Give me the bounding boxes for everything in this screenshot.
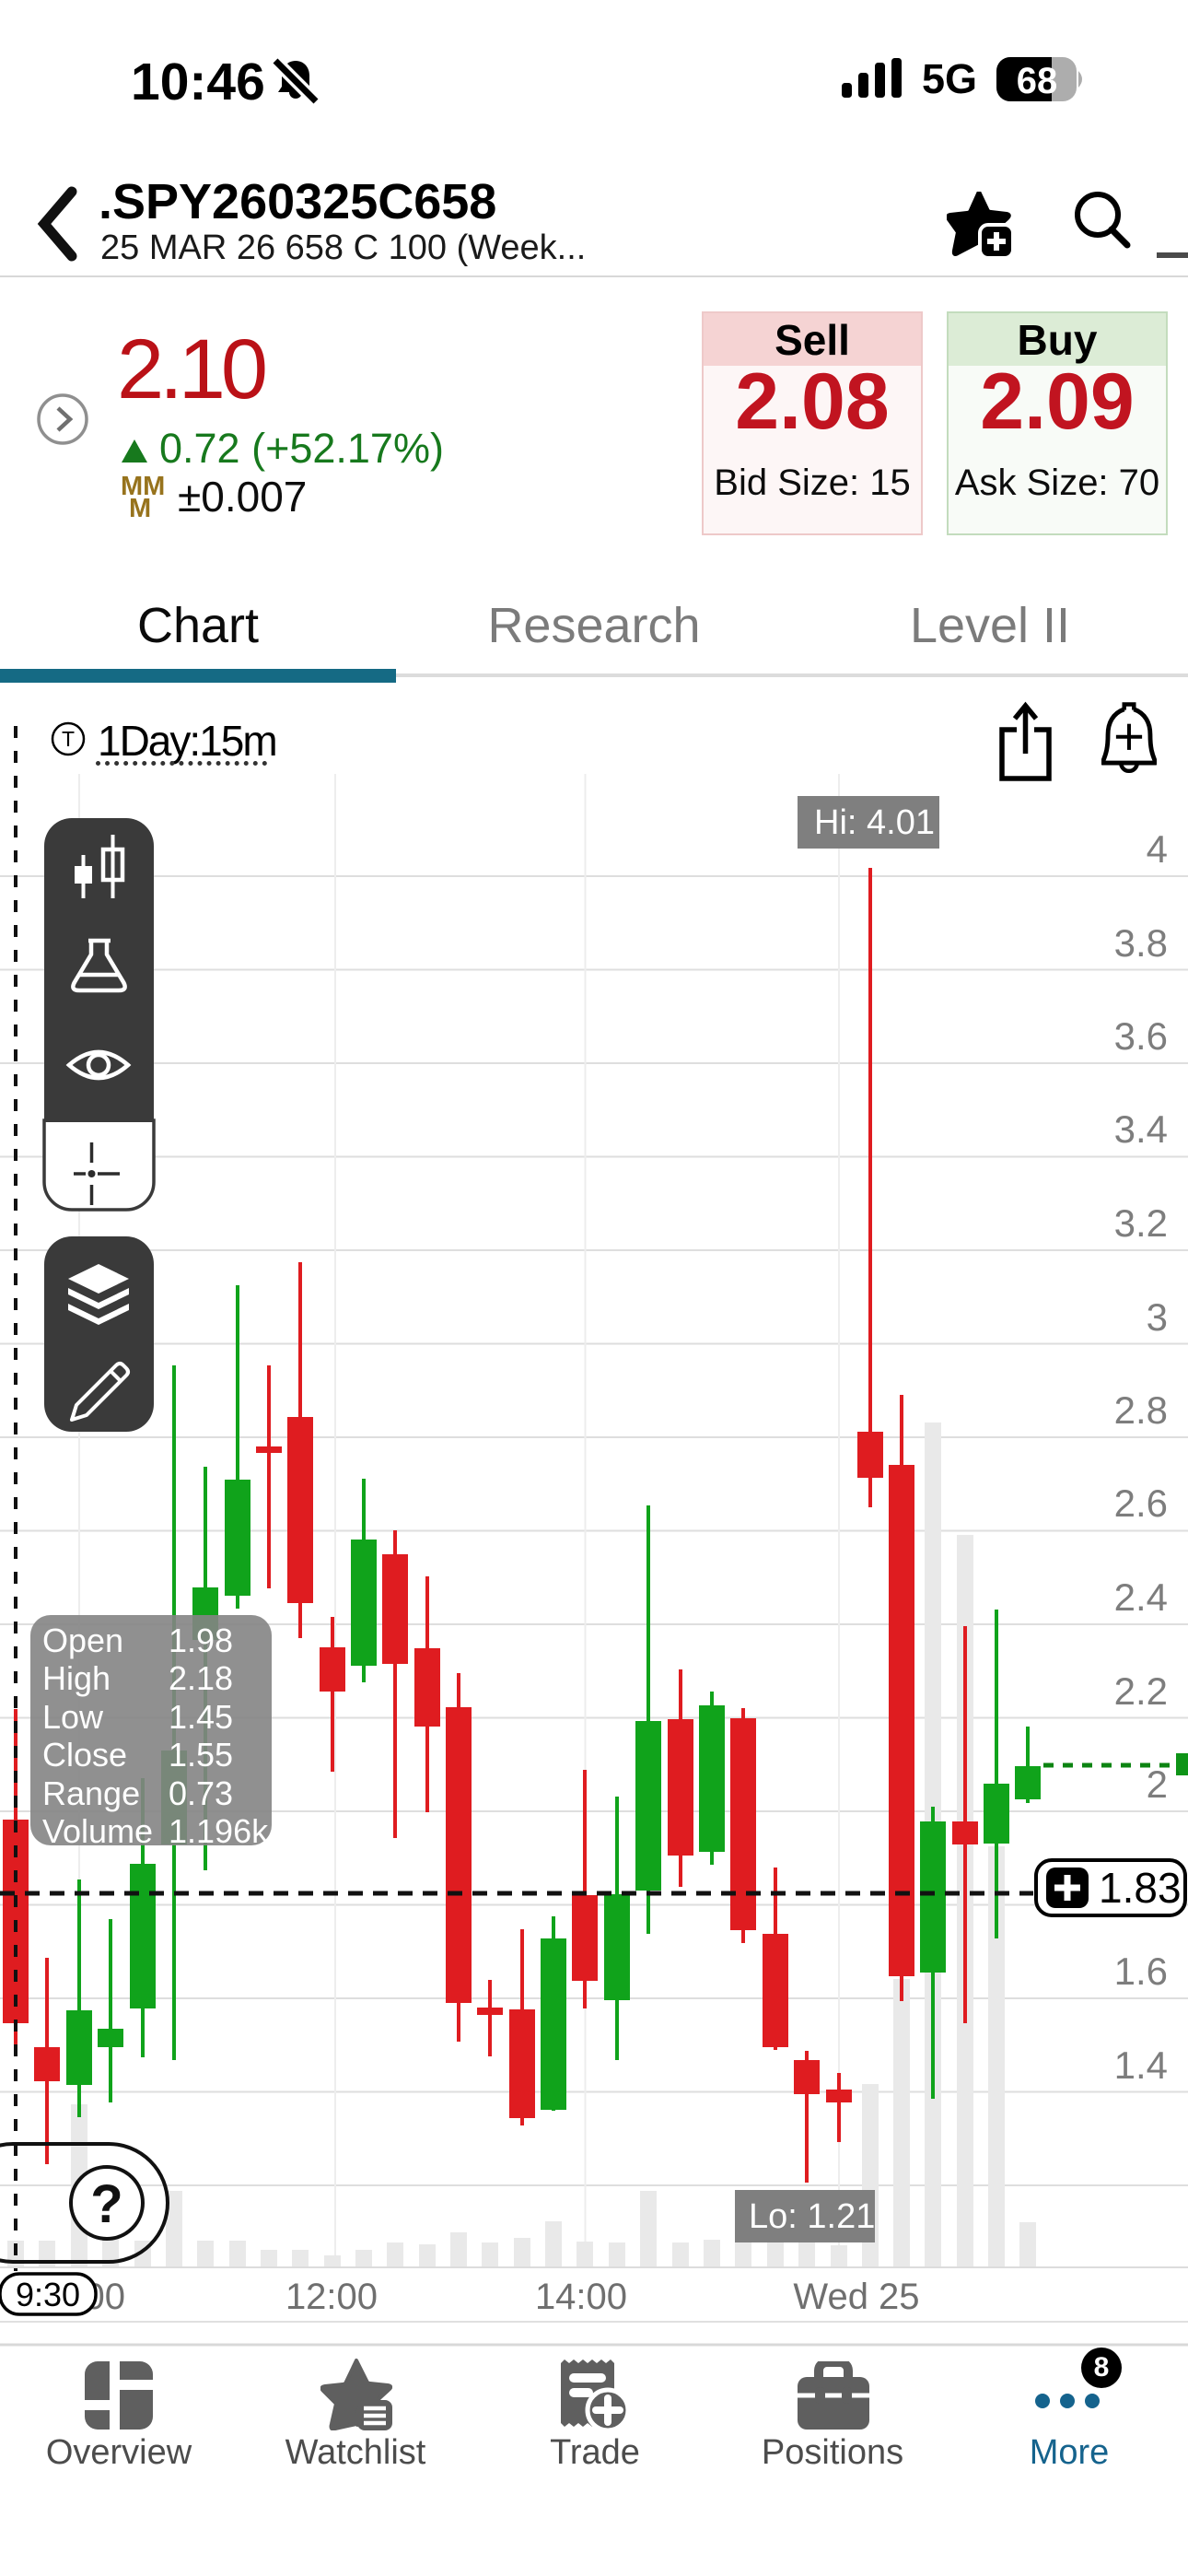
svg-text:3: 3 [1147, 1295, 1168, 1339]
svg-text:2: 2 [1147, 1762, 1168, 1806]
svg-text:68: 68 [1017, 61, 1058, 101]
svg-text:Wed 25: Wed 25 [793, 2277, 919, 2317]
svg-text:1.55: 1.55 [169, 1736, 233, 1774]
svg-text:?: ? [90, 2174, 122, 2234]
svg-text:1.196k: 1.196k [169, 1812, 269, 1850]
svg-text:Lo: 1.21: Lo: 1.21 [749, 2197, 875, 2236]
svg-text:2.4: 2.4 [1114, 1575, 1168, 1619]
svg-text:2.6: 2.6 [1114, 1481, 1168, 1525]
svg-text:Open: Open [42, 1622, 123, 1659]
svg-text:14:00: 14:00 [535, 2277, 627, 2317]
svg-text:9:30: 9:30 [16, 2276, 80, 2313]
svg-text:Close: Close [42, 1736, 127, 1774]
svg-text:High: High [42, 1659, 111, 1697]
svg-text:1.6: 1.6 [1114, 1950, 1168, 1993]
svg-text:Volume: Volume [42, 1812, 153, 1850]
svg-text:3.4: 3.4 [1114, 1107, 1168, 1151]
svg-text:Low: Low [42, 1698, 104, 1736]
svg-text:2.18: 2.18 [169, 1659, 233, 1697]
svg-text:3.2: 3.2 [1114, 1201, 1168, 1245]
svg-text:Hi: 4.01: Hi: 4.01 [814, 803, 935, 842]
svg-text:2.8: 2.8 [1114, 1388, 1168, 1432]
svg-text:1.45: 1.45 [169, 1698, 233, 1736]
svg-text:T: T [62, 727, 75, 751]
svg-text:Range: Range [42, 1774, 140, 1812]
svg-text:3.6: 3.6 [1114, 1014, 1168, 1058]
svg-text:1.83: 1.83 [1099, 1864, 1182, 1912]
svg-text:0.73: 0.73 [169, 1774, 233, 1812]
svg-text:3.8: 3.8 [1114, 921, 1168, 965]
svg-text:2.2: 2.2 [1114, 1669, 1168, 1713]
svg-text:12:00: 12:00 [285, 2277, 378, 2317]
svg-text:1.4: 1.4 [1114, 2043, 1168, 2087]
svg-text:4: 4 [1147, 827, 1168, 871]
svg-text:1.98: 1.98 [169, 1622, 233, 1659]
